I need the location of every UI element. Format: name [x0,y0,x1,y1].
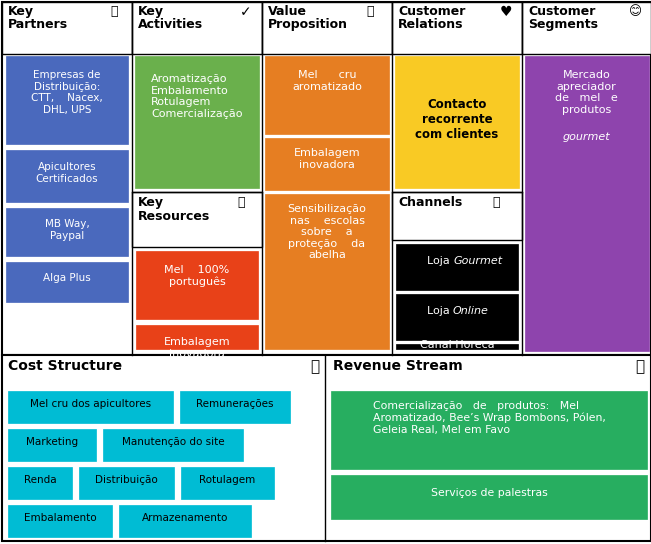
Bar [8,505,112,537]
Text: Value: Value [268,5,307,18]
Text: Customer: Customer [398,5,465,18]
Bar [392,2,522,54]
Text: Sensibilização
nas    escolas
sobre    a
proteção    da
abelha: Sensibilização nas escolas sobre a prote… [288,204,367,261]
Text: 👥: 👥 [237,196,245,209]
Bar [132,192,262,247]
Text: Rotulagem: Rotulagem [199,475,255,485]
Text: 💰: 💰 [310,359,319,374]
Text: Relations: Relations [398,18,464,31]
Bar [331,391,647,469]
Text: 😊: 😊 [629,5,642,18]
Text: Empresas de
Distribuição:
CTT,    Nacex,
DHL, UPS: Empresas de Distribuição: CTT, Nacex, DH… [31,70,103,115]
Bar [8,429,96,461]
Bar [331,475,647,519]
Text: Partners: Partners [8,18,68,31]
Text: Alga Plus: Alga Plus [43,273,91,283]
Text: Canal Horeca: Canal Horeca [420,339,494,349]
Text: 🎁: 🎁 [366,5,374,18]
Bar [136,251,258,319]
Text: Marketing: Marketing [26,437,78,447]
Text: Online: Online [453,306,489,316]
Text: Manutenção do site: Manutenção do site [122,437,225,447]
Bar [525,56,649,351]
Text: Mercado
apreciador
de   mel   e
produtos: Mercado apreciador de mel e produtos [555,70,618,115]
Text: Embalamento: Embalamento [23,513,96,523]
Bar [103,429,243,461]
Text: Resources: Resources [138,210,210,223]
Text: Mel cru dos apicultores: Mel cru dos apicultores [30,399,151,409]
Bar [265,138,389,190]
Bar [396,344,518,349]
Text: Armazenamento: Armazenamento [142,513,229,523]
Text: Embalagem
inovadora: Embalagem inovadora [163,337,230,358]
Bar [136,325,258,349]
Bar [2,355,651,541]
Text: Activities: Activities [138,18,203,31]
Text: Gourmet: Gourmet [453,256,502,266]
Text: Key: Key [138,5,164,18]
Bar [119,505,251,537]
Text: Contacto
recorrente
com clientes: Contacto recorrente com clientes [415,98,499,141]
Text: Segments: Segments [528,18,598,31]
Bar [8,391,173,423]
Text: Loja: Loja [427,306,453,316]
Text: Channels: Channels [398,196,462,209]
Text: Revenue Stream: Revenue Stream [333,359,463,373]
Bar [6,150,128,202]
Text: MB Way,
Paypal: MB Way, Paypal [45,219,89,240]
Text: Remunerações: Remunerações [196,399,274,409]
Text: Comercialização   de   produtos:   Mel
Aromatizado, Bee’s Wrap Bombons, Pólen,
G: Comercialização de produtos: Mel Aromati… [372,401,605,435]
Text: Proposition: Proposition [268,18,348,31]
Text: 💰: 💰 [635,359,644,374]
Text: Mel    100%
português: Mel 100% português [164,265,230,287]
Bar [2,2,651,355]
Bar [180,391,290,423]
Bar [392,192,522,240]
Bar [265,194,389,349]
Text: Apicultores
Certificados: Apicultores Certificados [36,162,98,184]
Text: gourmet: gourmet [562,132,611,142]
Bar [395,56,519,188]
Bar [262,2,392,54]
Text: Embalagem
inovadora: Embalagem inovadora [294,148,360,170]
Text: Mel      cru
aromatizado: Mel cru aromatizado [292,70,362,91]
Bar [265,56,389,134]
Bar [522,2,651,54]
Text: Key: Key [8,5,34,18]
Bar [2,2,132,54]
Text: ✓: ✓ [240,5,252,19]
Bar [6,262,128,302]
Text: ♥: ♥ [500,5,512,19]
Bar [8,467,72,499]
Text: Customer: Customer [528,5,596,18]
Text: Loja: Loja [427,256,453,266]
Text: ⛓: ⛓ [110,5,117,18]
Bar [6,56,128,144]
Bar [132,2,262,54]
Text: Key: Key [138,196,164,209]
Bar [396,244,518,290]
Text: Cost Structure: Cost Structure [8,359,122,373]
Text: 🚚: 🚚 [492,196,499,209]
Text: Distribuição: Distribuição [94,475,158,485]
Bar [396,294,518,340]
Bar [79,467,174,499]
Bar [181,467,274,499]
Text: Renda: Renda [23,475,57,485]
Bar [6,208,128,256]
Text: Serviços de palestras: Serviços de palestras [430,488,547,498]
Bar [135,56,259,188]
Text: Aromatização
Embalamento
Rotulagem
Comercialização: Aromatização Embalamento Rotulagem Comer… [151,74,243,119]
